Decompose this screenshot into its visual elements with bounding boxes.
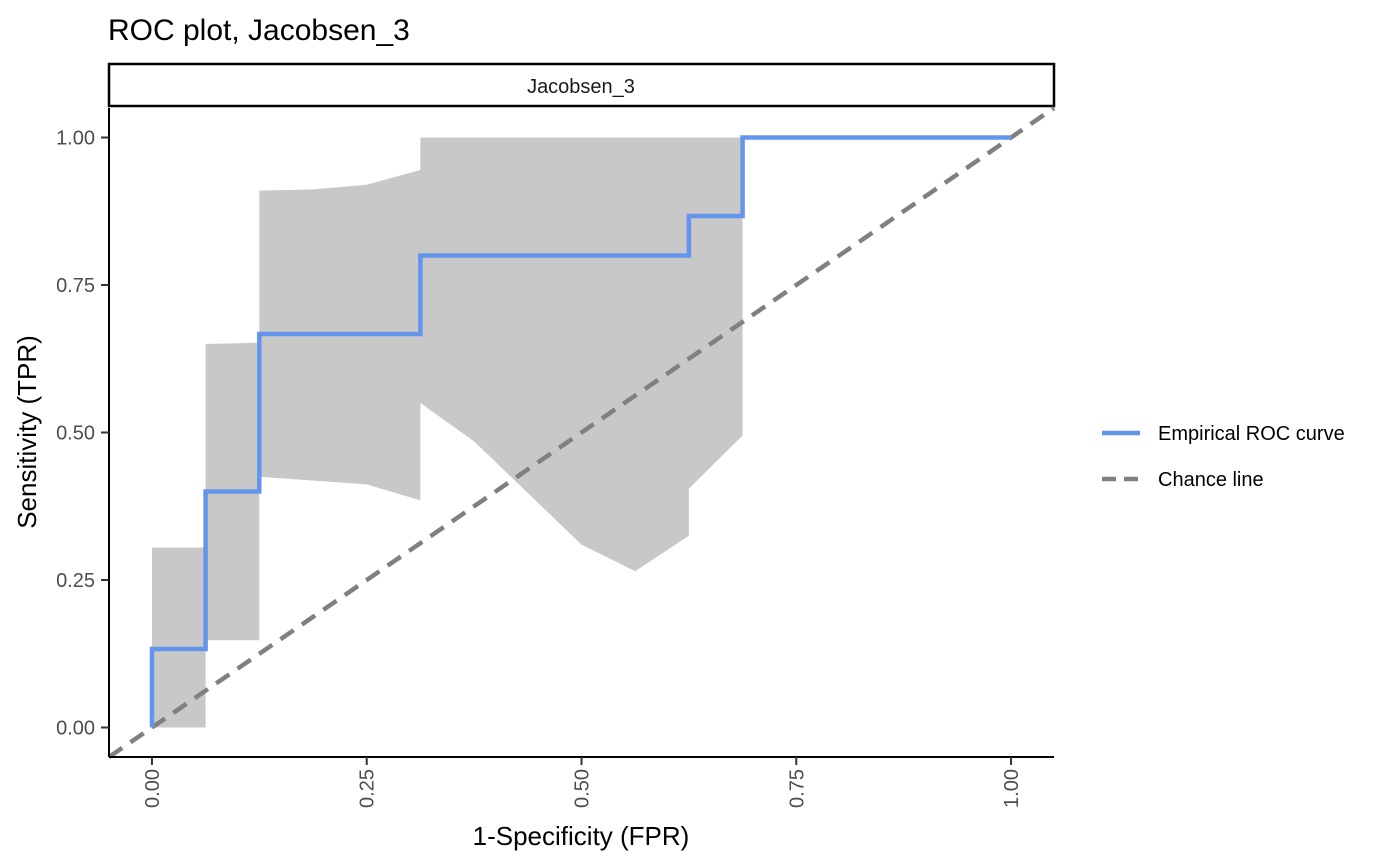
y-tick-label: 1.00	[56, 128, 95, 150]
plot-area	[107, 106, 1056, 759]
x-axis-title: 1-Specificity (FPR)	[473, 821, 690, 851]
legend-label-roc: Empirical ROC curve	[1158, 423, 1345, 445]
chance-line-layer	[107, 106, 1056, 759]
facet-strip-label: Jacobsen_3	[527, 76, 635, 98]
chart-title: ROC plot, Jacobsen_3	[108, 14, 410, 47]
confidence-band-layer	[152, 137, 743, 728]
roc-curve-layer	[149, 135, 1011, 728]
legend: Empirical ROC curve Chance line	[1102, 423, 1345, 491]
y-tick-label: 0.50	[56, 423, 95, 445]
x-tick-label: 0.00	[142, 769, 164, 808]
roc-curve-line	[149, 135, 1011, 728]
y-tick-label: 0.25	[56, 570, 95, 592]
x-tick-label: 0.50	[572, 769, 594, 808]
axes: 0.00 0.25 0.50 0.75 1.00 0.00 0.25 0.50 0.75 1.0…	[56, 108, 1054, 808]
confidence-band	[152, 137, 743, 728]
x-ticks: 0.00 0.25 0.50 0.75 1.00	[142, 757, 1023, 808]
x-tick-label: 1.00	[1001, 769, 1023, 808]
legend-label-chance: Chance line	[1158, 469, 1264, 491]
x-tick-label: 0.75	[786, 769, 808, 808]
facet-strip: Jacobsen_3	[107, 62, 1056, 108]
y-tick-label: 0.75	[56, 275, 95, 297]
facet-strip-box	[107, 62, 1056, 108]
chance-line	[107, 106, 1056, 759]
y-ticks: 0.00 0.25 0.50 0.75 1.00	[56, 128, 109, 740]
x-tick-label: 0.25	[357, 769, 379, 808]
y-axis-title: Sensitivity (TPR)	[12, 335, 42, 529]
y-tick-label: 0.00	[56, 718, 95, 740]
